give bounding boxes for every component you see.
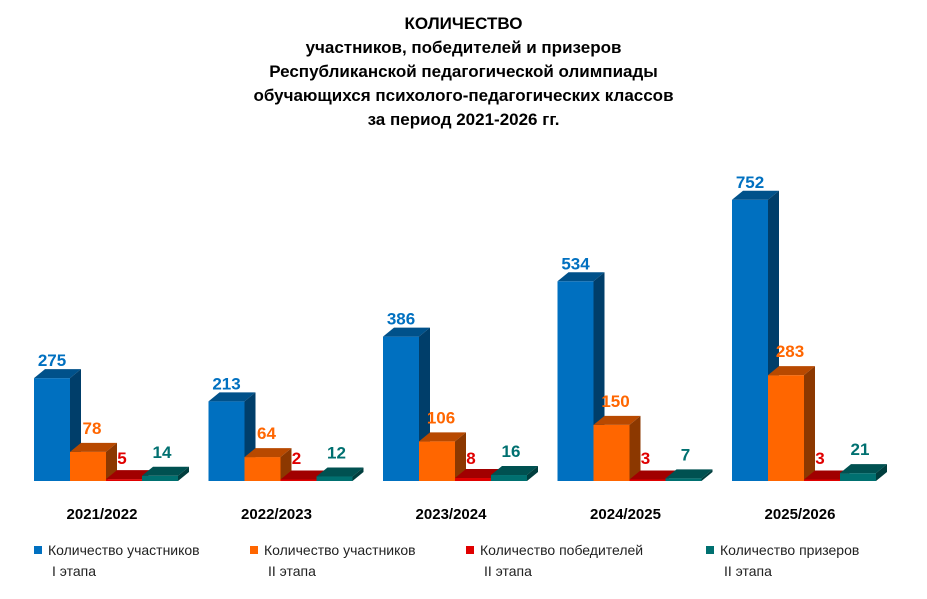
data-label: 8 [466, 449, 475, 468]
bar-top-face [34, 369, 81, 379]
legend-swatch [250, 546, 258, 554]
title-line: за период 2021-2026 гг. [367, 110, 560, 129]
x-tick-label: 2021/2022 [67, 506, 138, 523]
bar-top-face [383, 327, 430, 337]
chart-title: КОЛИЧЕСТВО участников, победителей и при… [0, 12, 927, 132]
bar-top-face [732, 190, 779, 200]
legend-label: Количество победителей II этапа [480, 540, 643, 582]
bar-top-face [768, 366, 815, 376]
title-line: участников, победителей и призеров [305, 38, 622, 57]
legend-label-line: Количество победителей [480, 542, 644, 558]
bar-side-face [701, 469, 713, 481]
bar-top-face [316, 467, 364, 477]
data-label: 7 [681, 445, 690, 464]
bar [34, 378, 70, 481]
bar [455, 478, 491, 481]
legend-label-line: II этапа [268, 563, 316, 579]
data-label: 21 [851, 440, 870, 459]
bar-top-face [244, 448, 292, 458]
bar-top-face [665, 469, 713, 479]
legend-label-line: Количество призеров [720, 542, 860, 558]
bar-side-face [804, 366, 815, 481]
legend-swatch [34, 546, 42, 554]
bar-side-face [178, 466, 189, 481]
bar-top-face [419, 432, 466, 442]
x-tick-label: 2025/2026 [765, 506, 836, 523]
bar-top-face [455, 469, 502, 479]
bar-top-face [280, 470, 328, 480]
bar-side-face [352, 467, 364, 481]
bar-side-face [629, 415, 641, 481]
legend-label-line: I этапа [52, 563, 97, 579]
bar [732, 199, 768, 481]
legend-label-line: II этапа [724, 563, 772, 579]
legend-swatch [706, 546, 714, 554]
legend-label: Количество призеров II этапа [720, 540, 859, 582]
bar [142, 475, 178, 481]
bar-top-face [840, 464, 887, 474]
x-tick-label: 2022/2023 [241, 506, 312, 523]
title-line: КОЛИЧЕСТВО [404, 14, 523, 33]
bar-side-face [106, 442, 117, 481]
x-tick-label: 2023/2024 [416, 506, 488, 523]
data-label: 16 [502, 442, 521, 461]
data-label: 78 [83, 419, 102, 438]
legend-label-line: Количество участников [264, 542, 416, 558]
bar-top-face [804, 470, 851, 480]
data-label: 283 [776, 342, 804, 361]
bar [593, 424, 630, 481]
bar [244, 457, 281, 481]
data-label: 534 [561, 254, 590, 273]
data-label: 150 [601, 392, 629, 411]
bar-top-face [70, 442, 117, 452]
bar-top-face [208, 392, 256, 402]
bar [383, 336, 419, 481]
bar [629, 479, 666, 481]
bar-top-face [142, 466, 189, 476]
data-label: 386 [387, 310, 415, 329]
data-label: 3 [815, 449, 824, 468]
bar-top-face [593, 415, 641, 425]
legend-label: Количество участников I этапа [48, 540, 200, 582]
data-label: 106 [427, 408, 455, 427]
data-label: 2 [292, 449, 301, 468]
data-label: 3 [641, 449, 650, 468]
bar [419, 441, 455, 481]
title-line: обучающихся психолого-педагогических кла… [253, 86, 674, 105]
data-label: 5 [117, 449, 126, 468]
bar [316, 476, 353, 481]
bar [804, 479, 840, 481]
title-line: Республиканской педагогической олимпиады [269, 62, 658, 81]
legend-label: Количество участников II этапа [264, 540, 416, 582]
bar-side-face [455, 432, 466, 481]
bar [491, 475, 527, 481]
data-label: 275 [38, 351, 66, 370]
bar-side-face [876, 464, 887, 481]
legend-label-line: Количество участников [48, 542, 200, 558]
legend-label-line: II этапа [484, 563, 532, 579]
bar-top-face [629, 470, 677, 480]
bar [280, 479, 317, 481]
chart-legend: Количество участников I этапа Количество… [0, 540, 927, 590]
data-label: 752 [736, 173, 764, 192]
bar-top-face [557, 272, 605, 282]
bar [70, 451, 106, 481]
legend-swatch [466, 546, 474, 554]
data-label: 213 [212, 374, 240, 393]
bar-top-face [491, 466, 538, 476]
data-label: 12 [327, 444, 346, 463]
data-label: 64 [257, 424, 276, 443]
bar-side-face [527, 466, 538, 481]
bar-top-face [106, 470, 153, 480]
bar [768, 375, 804, 481]
bar [665, 478, 702, 481]
bar [106, 479, 142, 481]
bar [557, 281, 594, 481]
data-label: 14 [153, 443, 172, 462]
bar [208, 401, 245, 481]
bar [840, 473, 876, 481]
x-tick-label: 2024/2025 [590, 506, 661, 523]
